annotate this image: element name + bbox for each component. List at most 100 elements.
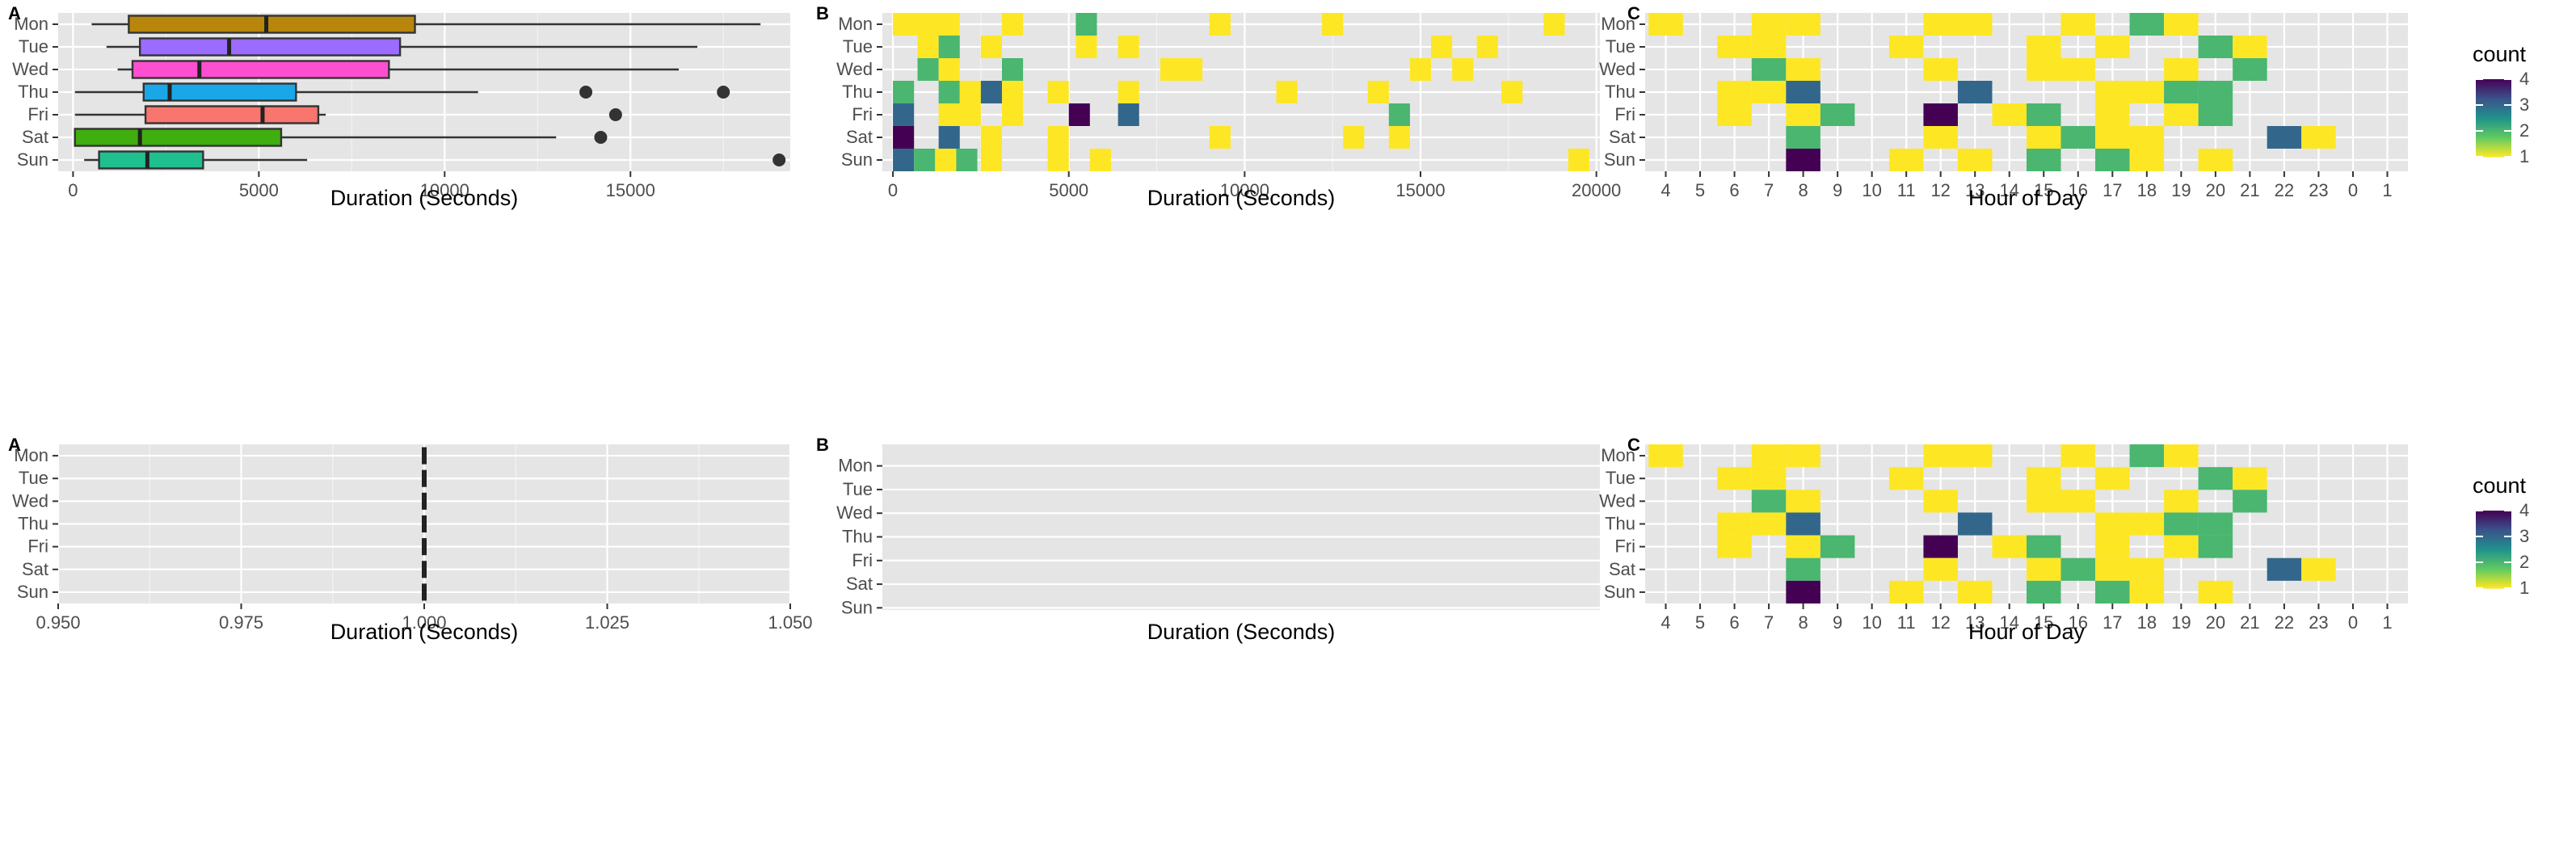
tick-label-x: 5000 [239, 180, 279, 200]
tick-label-y: Tue [19, 36, 48, 57]
legend-gradient-step [2476, 561, 2511, 564]
tick-label-x: 13 [1965, 180, 1985, 200]
heat-cell [1002, 13, 1024, 36]
legend-gradient-step [2476, 530, 2511, 532]
heat-cell [2198, 512, 2233, 536]
panel-tag: C [1627, 3, 1640, 23]
heat-cell [2027, 149, 2061, 171]
tick-label-x: 11 [1897, 612, 1916, 633]
tick-label-y: Thu [18, 82, 48, 102]
tick-label-x: 0 [68, 180, 78, 200]
tick-label-x: 14 [1999, 180, 2018, 200]
legend-gradient-step [2476, 131, 2511, 134]
legend-tick-label: 1 [2519, 146, 2529, 166]
heat-cell [1543, 13, 1565, 36]
panel-tag: B [816, 3, 829, 23]
legend-tick-label: 4 [2519, 69, 2529, 89]
tick-label-x: 19 [2171, 612, 2191, 633]
tick-label-y: Sat [846, 127, 873, 147]
tick-label-y: Sun [17, 149, 48, 170]
tick-label-y: Sat [846, 574, 873, 594]
tick-label-x: 16 [2069, 180, 2088, 200]
tick-label-x: 18 [2137, 180, 2157, 200]
heat-cell [1118, 103, 1139, 126]
heat-cell [2129, 126, 2165, 149]
legend-gradient-step [2476, 149, 2511, 152]
tick-label-y: Sun [1604, 582, 1635, 602]
legend-gradient-step [2476, 512, 2511, 515]
heat-cell [1786, 81, 1820, 103]
legend-gradient-step [2476, 150, 2511, 154]
heat-cell [1160, 58, 1203, 81]
heat-cell [1648, 13, 1683, 36]
heat-cell [2095, 512, 2130, 536]
heat-cell [2095, 149, 2130, 171]
outlier-point [772, 154, 786, 166]
heat-cell [1751, 36, 1787, 58]
panel-tag: A [8, 3, 21, 23]
heat-cell [2129, 149, 2165, 171]
legend-gradient-step [2476, 549, 2511, 552]
heat-cell [2267, 557, 2302, 581]
tick-label-y: Mon [1601, 14, 1635, 34]
heat-cell [893, 149, 915, 171]
heat-cell [917, 36, 939, 58]
tick-label-x: 17 [2102, 612, 2122, 633]
legend-gradient-step [2476, 114, 2511, 117]
heat-cell [1002, 103, 1024, 126]
heat-cell [2129, 444, 2165, 468]
tick-label-x: 10000 [1220, 180, 1269, 200]
tick-label-y: Sat [22, 559, 48, 579]
legend-gradient-step [2476, 553, 2511, 556]
heat-cell [1786, 444, 1820, 468]
legend-gradient-step [2476, 90, 2511, 94]
tick-label-x: 1 [2382, 180, 2392, 200]
legend-gradient-step [2476, 139, 2511, 142]
heat-cell [1717, 467, 1752, 490]
tick-label-x: 20 [2206, 612, 2225, 633]
heat-cell [2027, 535, 2061, 558]
tick-label-x: 6 [1729, 612, 1739, 633]
tick-label-x: 1 [2382, 612, 2392, 633]
heat-cell [1717, 103, 1752, 126]
tick-label-x: 11 [1897, 180, 1916, 200]
heat-cell [1367, 81, 1389, 103]
legend-gradient-step [2476, 102, 2511, 105]
heat-cell [2267, 126, 2302, 149]
heat-cell [1047, 126, 1069, 149]
legend-gradient-step [2476, 106, 2511, 109]
tick-label-y: Sun [1604, 149, 1635, 170]
tick-label-y: Thu [1605, 82, 1635, 102]
heat-cell [1786, 13, 1820, 36]
x-axis-title: Hour of Day [1968, 186, 2086, 210]
legend-gradient-step [2476, 108, 2511, 111]
heat-cell [2301, 557, 2336, 581]
tick-label-x: 23 [2309, 612, 2328, 633]
heat-cell [1923, 535, 1958, 558]
heat-cell [893, 126, 915, 149]
heat-cell [2164, 444, 2199, 468]
heat-cell [980, 149, 1002, 171]
x-axis-title: Duration (Seconds) [1147, 620, 1336, 644]
heat-cell [2129, 13, 2165, 36]
heat-cell [1068, 103, 1090, 126]
legend-gradient-step [2476, 569, 2511, 571]
legend-tick-label: 3 [2519, 526, 2529, 546]
tick-label-y: Wed [836, 59, 873, 79]
heat-cell [1820, 535, 1855, 558]
tick-label-x: 20 [2206, 180, 2225, 200]
tick-label-x: 15000 [606, 180, 655, 200]
x-axis-title: Duration (Seconds) [330, 186, 519, 210]
heat-cell [1923, 126, 1958, 149]
tick-label-y: Wed [1599, 490, 1635, 511]
heat-cell [1923, 444, 1958, 468]
tick-label-y: Fri [27, 536, 48, 557]
heat-cell [2060, 444, 2096, 468]
legend-tick-label: 2 [2519, 552, 2529, 572]
heat-cell [2095, 103, 2130, 126]
heat-cell [938, 58, 960, 81]
heat-cell [1786, 103, 1820, 126]
tick-label-y: Fri [852, 104, 873, 124]
tick-label-x: 4 [1661, 180, 1670, 200]
box-iqr [144, 105, 320, 124]
